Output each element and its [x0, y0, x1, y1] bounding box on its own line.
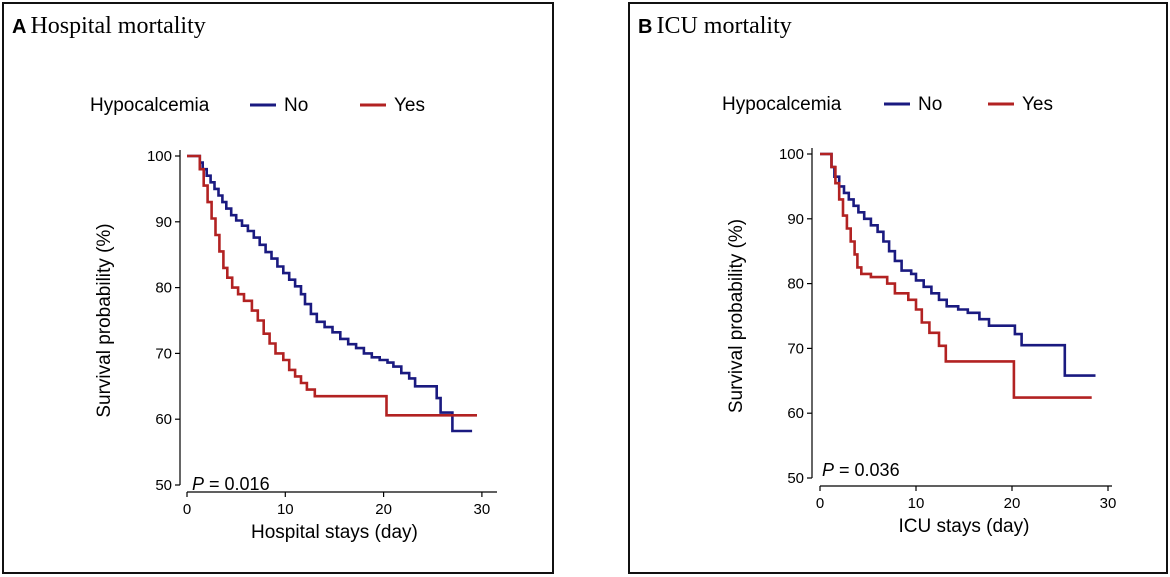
panel-a-x-tick-label: 20	[375, 501, 392, 518]
panel-b-title: B ICU mortality	[638, 13, 792, 40]
panel-b-y-tick-label: 80	[787, 276, 804, 293]
panel-a-y-tick-label: 80	[155, 280, 172, 297]
panel-a-series-yes	[187, 154, 477, 417]
panel-b-legend: Hypocalcemia No Yes	[722, 94, 1053, 115]
panel-b-y-tick-label: 100	[779, 146, 804, 163]
panel-b-x-tick-label: 10	[908, 495, 925, 512]
panel-b-title-text: ICU mortality	[656, 13, 792, 39]
panel-a-title: A Hospital mortality	[12, 13, 206, 40]
panel-b-y-tick-label: 70	[787, 340, 804, 357]
panel-a-series-no	[187, 154, 473, 433]
panel-b: B ICU mortality Hypocalcemia No Yes 50 60 70 8…	[628, 2, 1168, 574]
panel-a-chart: Hypocalcemia No Yes 50 60 70 80 90 100 0 10 20 30 Hos…	[90, 95, 497, 543]
panel-b-p-value: P = 0.036	[822, 460, 900, 480]
panel-a-p-value-symbol: P	[192, 474, 204, 494]
panel-a-x-tick-label: 10	[277, 501, 294, 518]
panel-b-legend-label-no: No	[918, 94, 942, 115]
panel-a-x-axis-label: Hospital stays (day)	[251, 522, 418, 543]
panel-a-letter: A	[12, 16, 27, 38]
panel-b-y-tick-label: 50	[787, 470, 804, 487]
panel-b-y-tick-label: 60	[787, 405, 804, 422]
panel-a-y-tick-label: 60	[155, 411, 172, 428]
panel-b-x-tick-label: 0	[816, 495, 824, 512]
panel-b-x-axis-label: ICU stays (day)	[899, 516, 1030, 537]
panel-a-y-tick-label: 100	[147, 148, 172, 165]
panel-b-p-value-text: = 0.036	[834, 460, 900, 480]
panel-b-x-tick-label: 20	[1004, 495, 1021, 512]
panel-b-y-tick-label: 90	[787, 211, 804, 228]
panel-a-p-value: P = 0.016	[192, 474, 270, 494]
panel-b-series-no	[820, 152, 1096, 377]
panel-a-y-axis-label: Survival probability (%)	[94, 223, 115, 417]
panel-b-legend-label-yes: Yes	[1022, 94, 1053, 115]
panel-b-chart: Hypocalcemia No Yes 50 60 70 80 90 100 0 10 20 30 ICU…	[722, 94, 1117, 537]
panel-a-x-tick-label: 30	[474, 501, 491, 518]
panel-b-y-axis-label: Survival probability (%)	[726, 219, 747, 413]
panel-b-legend-title: Hypocalcemia	[722, 94, 842, 115]
panel-b-letter: B	[638, 16, 653, 38]
panel-a-p-value-text: = 0.016	[204, 474, 270, 494]
panel-a-legend-label-yes: Yes	[394, 95, 425, 116]
panel-a-y-tick-label: 70	[155, 345, 172, 362]
panel-a-title-text: Hospital mortality	[30, 13, 206, 39]
panel-a-legend-title: Hypocalcemia	[90, 95, 210, 116]
panel-a-legend: Hypocalcemia No Yes	[90, 95, 425, 116]
panel-b-x-tick-label: 30	[1100, 495, 1117, 512]
panel-b-series-yes	[820, 152, 1092, 399]
panel-b-p-value-symbol: P	[822, 460, 834, 480]
panel-a-x-tick-label: 0	[183, 501, 191, 518]
panel-a-legend-label-no: No	[284, 95, 308, 116]
panel-a-y-tick-label: 50	[155, 477, 172, 494]
panel-a-y-tick-label: 90	[155, 214, 172, 231]
panel-a: A Hospital mortality Hypocalcemia No Yes 50…	[2, 2, 554, 574]
